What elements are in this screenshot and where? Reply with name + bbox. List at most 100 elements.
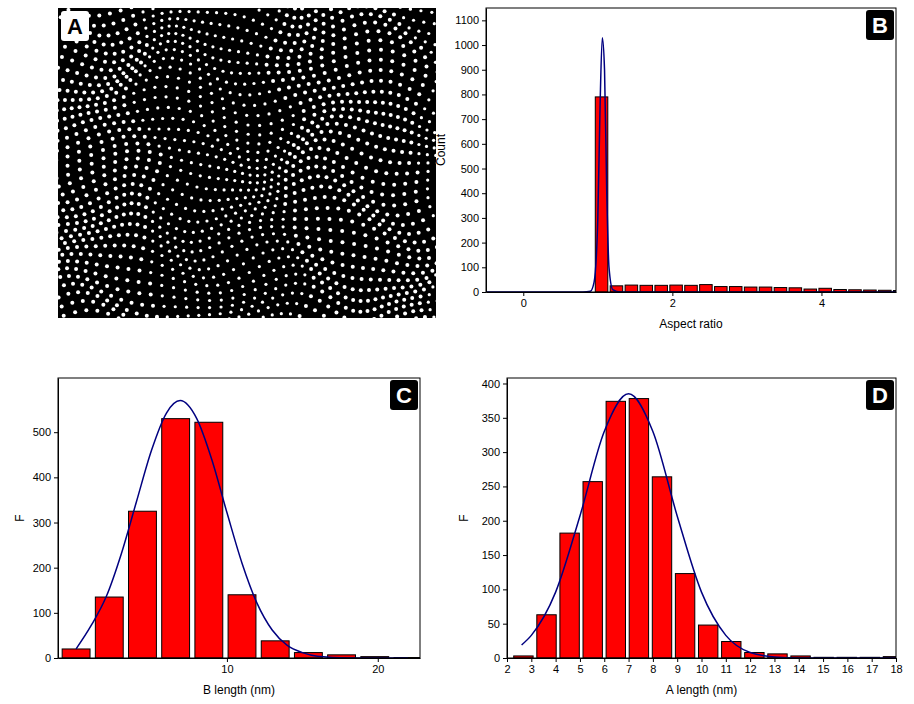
texture-dot (58, 201, 60, 205)
texture-dot (427, 256, 431, 260)
y-tick: 1100 (455, 14, 486, 26)
texture-dot (395, 172, 399, 176)
texture-dot (292, 182, 296, 186)
texture-dot (237, 232, 240, 235)
texture-dot (374, 111, 378, 115)
texture-dot (58, 223, 60, 227)
texture-dot (279, 137, 282, 140)
x-tick-mark (750, 658, 751, 662)
texture-dot (351, 265, 355, 269)
texture-dot (81, 299, 85, 303)
texture-dot (116, 287, 120, 291)
texture-dot (205, 219, 208, 222)
texture-dot (379, 314, 383, 318)
y-tick: 0 (473, 286, 486, 298)
texture-dot (420, 116, 423, 119)
texture-dot (190, 161, 193, 164)
texture-dot (175, 203, 178, 206)
texture-dot (410, 121, 414, 125)
texture-dot (419, 46, 423, 50)
texture-dot (409, 40, 413, 44)
texture-dot (331, 101, 335, 105)
texture-dot (199, 174, 202, 177)
texture-dot (135, 58, 139, 62)
texture-dot (318, 146, 322, 150)
texture-dot (431, 236, 435, 240)
panel-0: A (18, 0, 468, 353)
texture-dot (396, 104, 400, 108)
texture-dot (160, 26, 163, 29)
texture-dot (86, 104, 90, 108)
texture-dot (161, 183, 164, 186)
texture-dot (275, 197, 278, 200)
texture-dot (307, 156, 311, 160)
texture-dot (337, 76, 341, 80)
texture-dot (380, 193, 384, 197)
texture-dot (306, 22, 310, 26)
texture-dot (104, 51, 108, 55)
texture-dot (193, 259, 196, 262)
marks (486, 38, 896, 292)
y-tick-label: 400 (482, 378, 500, 390)
texture-dot (271, 171, 274, 174)
texture-dot (113, 144, 117, 148)
texture-dot (106, 82, 110, 86)
texture-dot (76, 290, 80, 294)
texture-dot (406, 247, 410, 251)
texture-dot (94, 57, 98, 61)
texture-dot (211, 110, 214, 113)
texture-dot (310, 133, 314, 137)
texture-dot (94, 188, 98, 192)
texture-dot (125, 308, 129, 312)
texture-dot (254, 207, 257, 210)
x-tick: 17 (866, 658, 878, 675)
texture-dot (401, 223, 405, 227)
texture-dot (329, 239, 333, 243)
x-tick-label: 10 (696, 663, 708, 675)
texture-dot (271, 296, 274, 299)
texture-dot (405, 171, 409, 175)
texture-dot (119, 298, 123, 302)
texture-dot (331, 169, 335, 173)
texture-dot (263, 102, 266, 105)
texture-dot (80, 283, 84, 287)
texture-dot (410, 303, 414, 307)
texture-dot (223, 158, 226, 161)
texture-dot (62, 283, 66, 287)
figure: A024010020030040050060070080090010001100… (0, 0, 914, 704)
texture-dot (144, 205, 148, 209)
texture-dot (135, 312, 139, 316)
texture-dot (205, 32, 208, 35)
texture-dot (257, 142, 260, 145)
texture-dot (61, 78, 65, 82)
texture-dot (389, 294, 393, 298)
texture-dot (428, 293, 431, 296)
texture-dot (117, 233, 121, 237)
texture-dot (197, 314, 200, 317)
texture-dot (307, 82, 311, 86)
texture-dot (240, 39, 243, 42)
texture-dot (252, 195, 255, 198)
texture-dot (181, 42, 184, 45)
histogram-bar (62, 649, 90, 658)
texture-dot (120, 223, 124, 227)
fit-line (522, 394, 896, 658)
texture-dot (114, 215, 118, 219)
texture-dot (386, 240, 390, 244)
y-tick-label: 200 (461, 237, 479, 249)
texture-dot (265, 55, 269, 59)
texture-dot (141, 119, 144, 122)
texture-dot (430, 269, 434, 273)
texture-dot (76, 275, 80, 279)
texture-dot (225, 81, 228, 84)
x-tick-label: 8 (650, 663, 656, 675)
texture-dot (75, 71, 79, 75)
texture-dot (121, 71, 125, 75)
texture-dot (283, 96, 287, 100)
texture-dot (332, 271, 336, 275)
texture-dot (232, 268, 235, 271)
texture-dot (174, 305, 177, 308)
texture-dot (236, 26, 239, 29)
texture-dot (108, 209, 112, 213)
texture-dot (264, 292, 267, 295)
